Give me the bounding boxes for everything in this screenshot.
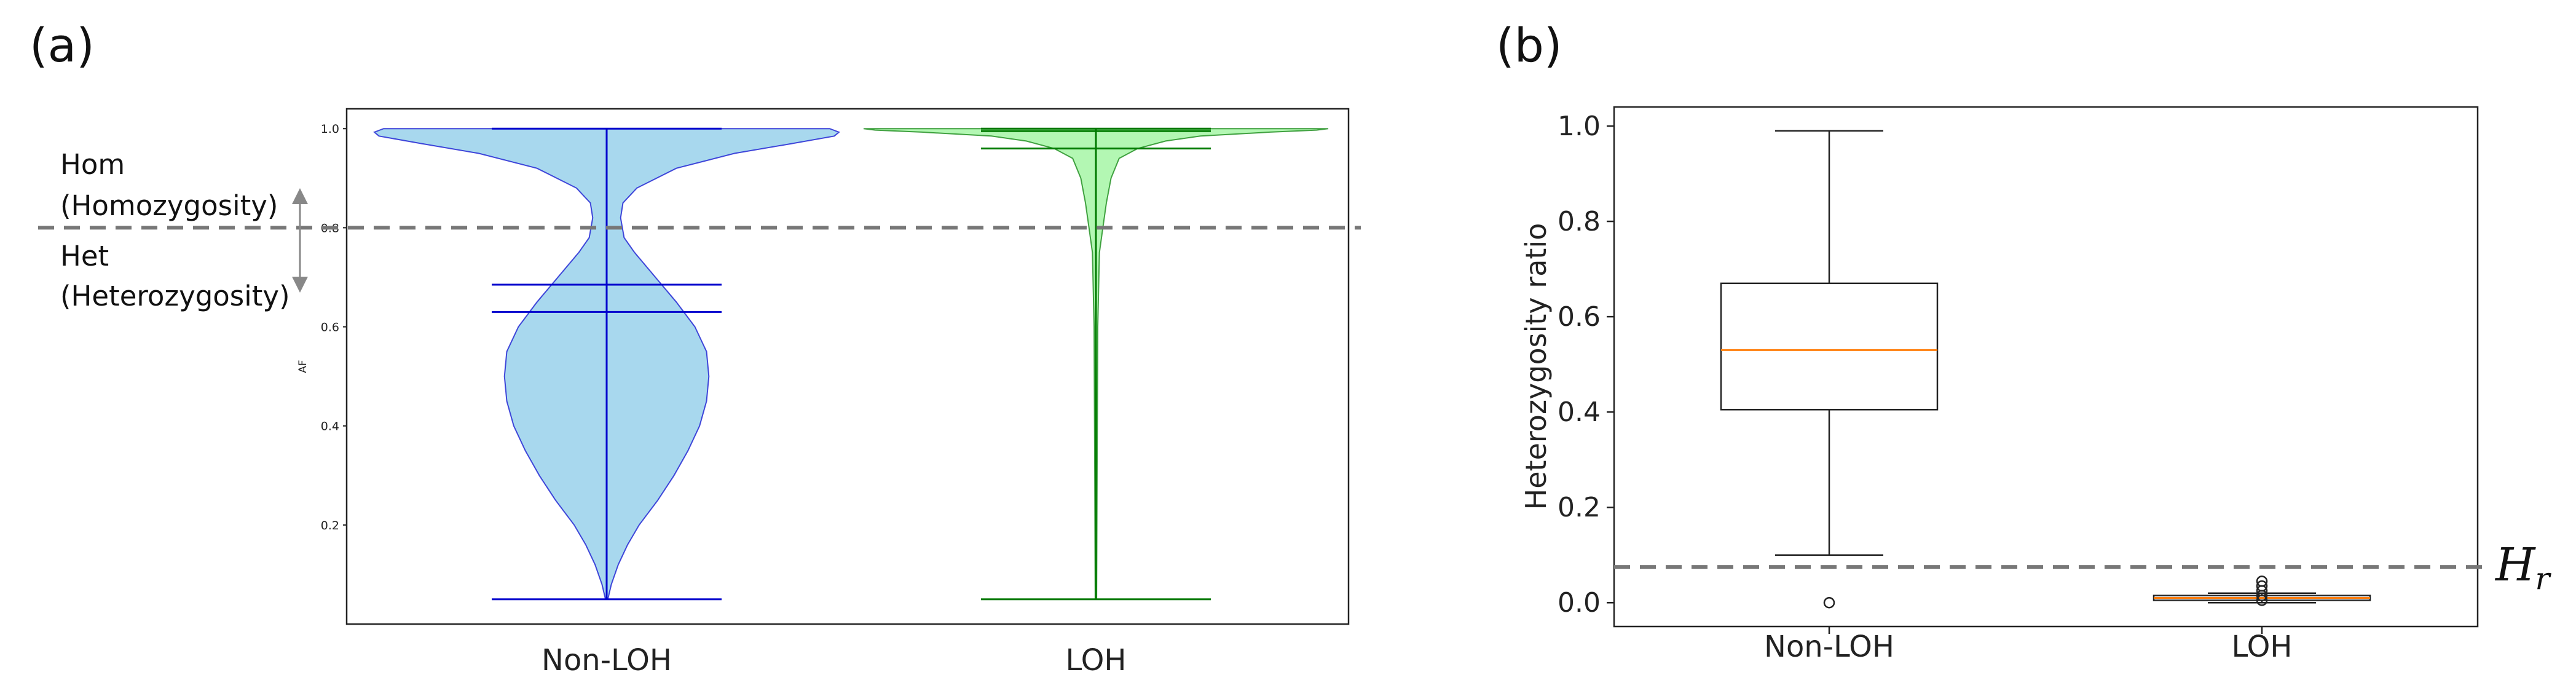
outlier-point-loh (2256, 590, 2268, 601)
panel-b-label: (b) (1496, 18, 1562, 73)
box-plot (1720, 130, 2371, 609)
annotation-hom-sub: (Homozygosity) (60, 189, 278, 222)
panel-b: (b) 0.0 0.2 0.4 0.6 0.8 1.0 Heterozygosity ra… (1496, 18, 2552, 664)
annotation-het: Het (60, 240, 109, 272)
panel-a: (a) 0.20.40.60.81.0 AF Non-LOH LOH Hom (… (30, 18, 1361, 678)
annotation-hom: Hom (60, 148, 125, 181)
axes-frame-a (345, 108, 1350, 625)
y-tick-label-a: 0.2 (321, 519, 339, 532)
y-tick-label-b: 0.2 (1558, 492, 1601, 523)
y-tick-label-b: 0.0 (1558, 587, 1601, 619)
hr-subscript: r (2535, 561, 2552, 596)
y-axis-label-a: AF (297, 360, 309, 373)
box-non-loh (1720, 282, 1939, 411)
y-tick-label-b: 1.0 (1558, 111, 1601, 142)
outlier-point-loh (2256, 595, 2268, 606)
y-axis-label-b: Heterozygosity ratio (1519, 223, 1553, 510)
arrow-up-icon (292, 188, 308, 204)
axes-frame-b (1613, 106, 2479, 628)
annotation-het-sub: (Heterozygosity) (60, 280, 290, 312)
y-tick-label-b: 0.8 (1558, 206, 1601, 237)
y-tick-label-b: 0.6 (1558, 301, 1601, 333)
violin-plot (373, 127, 1329, 601)
y-axis-b: 0.0 0.2 0.4 0.6 0.8 1.0 (1558, 111, 2263, 634)
outlier-point-non-loh (1823, 596, 1835, 609)
x-tick-label-loh-a: LOH (1066, 643, 1127, 678)
y-axis-a: 0.20.40.60.81.0 (321, 122, 347, 532)
arrow-down-icon (292, 277, 308, 293)
hr-main: H (2494, 539, 2536, 591)
x-tick-label-loh-b: LOH (2232, 630, 2293, 664)
x-tick-label-non-loh-b: Non-LOH (1764, 630, 1894, 664)
threshold-label-hr: Hr (2494, 539, 2552, 596)
zygosity-arrow (292, 188, 308, 293)
y-tick-label-b: 0.4 (1558, 397, 1601, 428)
x-tick-label-non-loh-a: Non-LOH (542, 643, 672, 678)
y-tick-label-a: 0.4 (321, 420, 339, 433)
panel-a-label: (a) (30, 18, 95, 73)
y-tick-label-a: 0.6 (321, 321, 339, 334)
y-tick-label-a: 1.0 (321, 122, 339, 136)
